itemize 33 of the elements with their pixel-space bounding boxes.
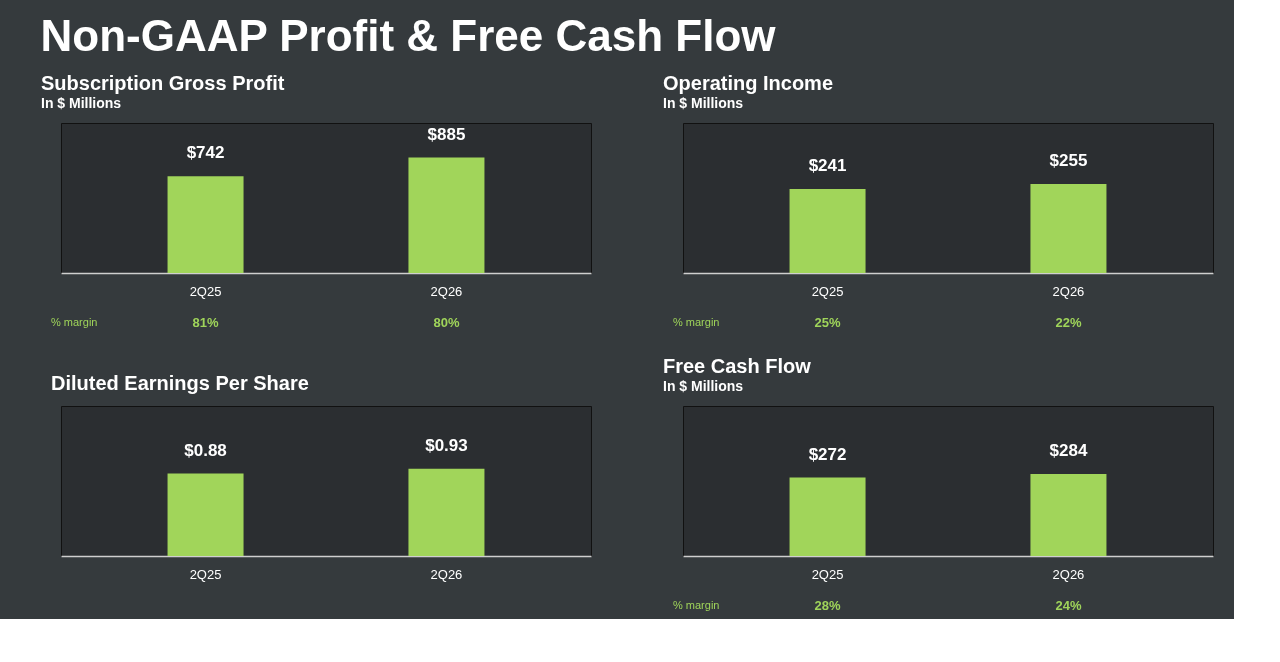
- x-tick-label: 2Q25: [189, 566, 222, 582]
- chart-title: Diluted Earnings Per Share: [51, 372, 309, 394]
- x-tick-label: 2Q26: [430, 566, 463, 582]
- text: 24%: [1055, 598, 1082, 613]
- text: 81%: [192, 315, 219, 330]
- data-label: $272: [808, 444, 847, 464]
- text: 22%: [1055, 315, 1082, 330]
- chart-subtitle: In $ Millions: [41, 95, 122, 111]
- x-tick-label: 2Q26: [1052, 566, 1085, 582]
- data-label: $284: [1049, 441, 1088, 461]
- chart-subtitle: In $ Millions: [663, 378, 744, 394]
- data-label: $241: [808, 155, 847, 175]
- data-label: $0.88: [184, 440, 227, 460]
- text: % margin: [673, 599, 720, 611]
- chart-subtitle: In $ Millions: [663, 95, 744, 111]
- x-tick-label: 2Q25: [189, 283, 222, 299]
- text: % margin: [51, 316, 98, 328]
- x-tick-label: 2Q25: [811, 566, 844, 582]
- x-tick-label: 2Q25: [811, 283, 844, 299]
- data-label: $255: [1049, 151, 1088, 171]
- chart-title: Free Cash Flow: [663, 355, 812, 377]
- chart-title: Operating Income: [663, 72, 834, 94]
- text: 80%: [433, 315, 460, 330]
- data-label: $885: [427, 124, 466, 144]
- chart-title: Subscription Gross Profit: [41, 72, 285, 94]
- x-tick-label: 2Q26: [1052, 283, 1085, 299]
- text: % margin: [673, 316, 720, 328]
- text: 25%: [814, 315, 841, 330]
- text: Non-GAAP Profit & Free Cash Flow: [40, 10, 777, 60]
- text: 28%: [814, 598, 841, 613]
- x-tick-label: 2Q26: [430, 283, 463, 299]
- data-label: $742: [186, 143, 225, 163]
- data-label: $0.93: [425, 435, 468, 455]
